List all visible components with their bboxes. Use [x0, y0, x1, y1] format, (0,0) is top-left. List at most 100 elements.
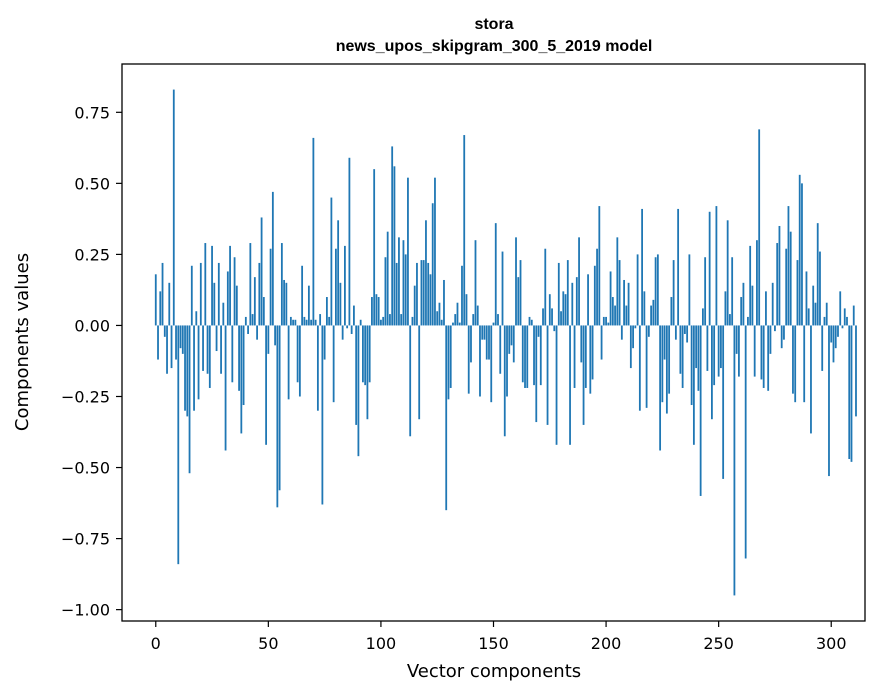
bar-89: [355, 325, 358, 425]
bar-195: [593, 265, 596, 326]
bar-238: [690, 325, 693, 406]
bar-157: [508, 325, 511, 354]
bar-263: [747, 316, 749, 326]
bar-181: [562, 291, 565, 326]
x-tick-label: 50: [258, 634, 278, 653]
y-tick-label: −0.50: [61, 459, 110, 478]
bar-118: [420, 260, 423, 326]
bar-265: [751, 285, 754, 326]
chart-title-line1: stora: [474, 16, 513, 33]
bar-152: [497, 314, 499, 326]
bar-275: [774, 325, 776, 332]
bar-229: [670, 297, 673, 326]
bar-103: [386, 231, 389, 326]
bar-268: [758, 129, 761, 326]
bar-223: [656, 254, 659, 326]
bar-258: [735, 325, 738, 354]
bar-75: [323, 325, 326, 360]
bar-165: [526, 325, 529, 388]
bar-128: [443, 279, 445, 326]
bar-236: [686, 325, 689, 343]
bar-249: [715, 206, 718, 326]
bar-117: [418, 325, 421, 420]
bar-242: [699, 325, 702, 496]
bar-267: [756, 240, 758, 326]
bar-179: [557, 262, 560, 326]
y-tick-label: −1.00: [61, 601, 110, 620]
x-tick-label: 250: [703, 634, 734, 653]
bar-269: [760, 325, 763, 380]
bar-194: [591, 325, 594, 380]
bar-253: [724, 291, 727, 326]
bar-277: [778, 225, 781, 326]
bar-132: [452, 322, 454, 326]
bar-112: [407, 177, 409, 326]
bar-40: [244, 316, 247, 326]
bar-175: [548, 294, 551, 326]
bar-160: [515, 237, 517, 326]
bar-58: [285, 282, 288, 326]
bar-122: [429, 274, 432, 326]
x-axis-ticks: 0 50 100 150 200 250 300: [151, 621, 847, 653]
bar-182: [564, 294, 567, 326]
bar-255: [729, 314, 731, 326]
bar-251: [720, 325, 722, 369]
bar-65: [301, 265, 304, 326]
y-tick-label: −0.25: [61, 387, 110, 406]
y-axis-label: Components values: [12, 253, 33, 431]
bar-306: [843, 308, 846, 326]
bar-221: [652, 299, 655, 326]
bar-176: [551, 308, 553, 326]
bar-208: [623, 279, 625, 326]
bar-151: [494, 223, 497, 326]
bar-149: [490, 325, 493, 403]
bar-7: [170, 325, 173, 369]
bar-188: [578, 237, 580, 326]
bar-129: [445, 325, 448, 511]
bar-231: [674, 325, 677, 340]
bar-292: [812, 285, 815, 326]
bar-280: [785, 248, 788, 326]
bar-217: [643, 291, 646, 326]
bar-159: [512, 325, 515, 363]
bar-237: [688, 254, 691, 326]
bar-131: [449, 325, 452, 388]
bar-135: [458, 322, 461, 326]
bar-20: [199, 262, 202, 326]
bar-26: [213, 282, 216, 326]
bar-218: [645, 325, 648, 408]
bar-198: [600, 325, 603, 360]
bar-33: [229, 245, 231, 326]
x-tick-label: 200: [591, 634, 622, 653]
bar-156: [506, 325, 508, 397]
bar-264: [749, 245, 752, 326]
bar-142: [474, 240, 477, 326]
bar-302: [834, 325, 837, 349]
bar-262: [744, 325, 747, 559]
bar-120: [425, 220, 427, 326]
bar-170: [537, 325, 540, 337]
bar-250: [717, 325, 720, 377]
bar-230: [672, 260, 675, 326]
bar-88: [353, 305, 355, 326]
bar-8: [172, 89, 175, 326]
bar-240: [695, 325, 698, 369]
bar-36: [235, 285, 238, 326]
bar-272: [767, 325, 770, 391]
bar-177: [553, 325, 556, 332]
bar-184: [569, 325, 571, 445]
bar-81: [337, 220, 340, 326]
bar-300: [830, 325, 833, 343]
bar-245: [706, 325, 709, 371]
bar-84: [344, 245, 346, 326]
bar-235: [683, 325, 686, 334]
bar-248: [713, 325, 716, 386]
bar-42: [249, 243, 252, 326]
bar-146: [483, 325, 486, 340]
bar-67: [305, 319, 308, 326]
bar-192: [587, 274, 589, 326]
bar-95: [368, 325, 371, 383]
bar-295: [819, 251, 821, 326]
chart-title-line2: news_upos_skipgram_300_5_2019 model: [336, 38, 653, 55]
bar-290: [807, 308, 810, 326]
